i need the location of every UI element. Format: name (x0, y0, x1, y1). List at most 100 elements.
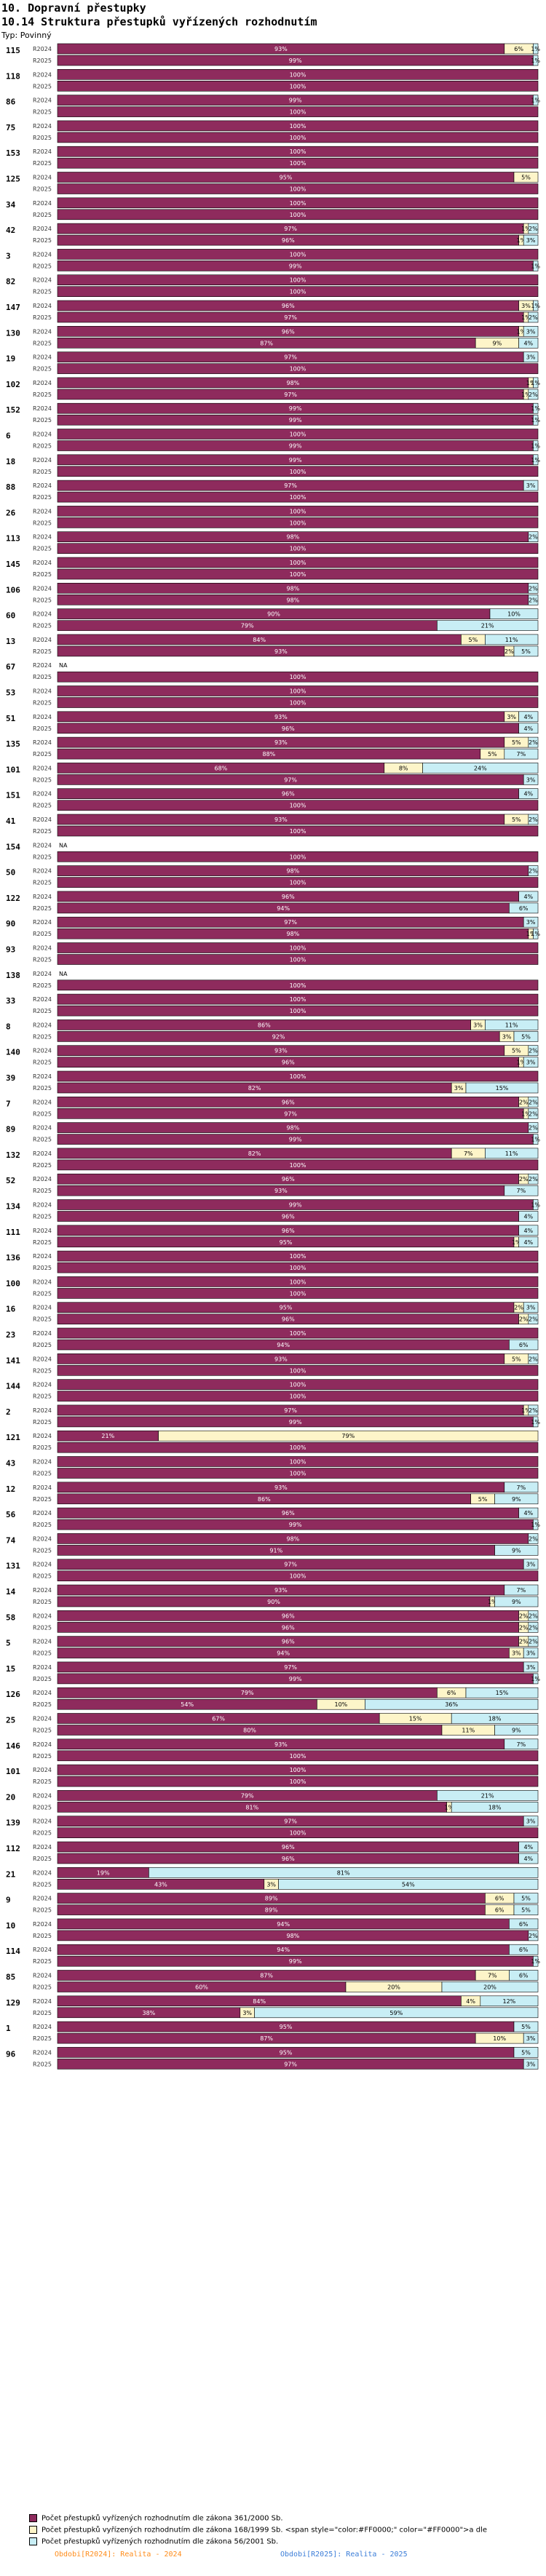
bar-segment (528, 1097, 539, 1108)
data-label: 1% (531, 1958, 540, 1965)
row-label: R2025 (33, 186, 52, 193)
data-label: 1% (531, 380, 540, 386)
data-label: 3% (526, 1060, 536, 1066)
data-label: 96% (282, 1613, 295, 1619)
data-label: 67% (212, 1716, 225, 1722)
data-label: 100% (290, 945, 306, 952)
data-label: 3% (526, 1650, 536, 1657)
data-label: 1% (521, 1110, 531, 1117)
bar-segment (57, 1070, 539, 1082)
row-label: R2024 (33, 534, 52, 541)
data-label: 1% (531, 931, 540, 937)
bar-segment (528, 223, 539, 234)
bar-segment (485, 1019, 539, 1030)
row-label: R2024 (33, 739, 52, 746)
bar-segment (57, 120, 539, 132)
data-label: 20% (483, 1984, 496, 1991)
data-label: 99% (289, 57, 302, 64)
bar-segment (57, 286, 539, 298)
row-label: R2025 (33, 237, 52, 244)
data-label: 9% (512, 1547, 521, 1554)
data-label: 6% (519, 1342, 529, 1348)
group-label: 9 (6, 1896, 11, 1905)
data-label: 96% (282, 1099, 295, 1105)
na-label: NA (59, 971, 68, 977)
group-label: 51 (6, 714, 16, 723)
bar-segment (57, 1262, 539, 1273)
data-label: 80% (243, 1728, 256, 1734)
data-label: 100% (290, 1279, 306, 1285)
bar-segment (523, 2059, 539, 2070)
data-label: 1% (531, 1419, 540, 1426)
group-label: 106 (6, 585, 20, 595)
group-label: 126 (6, 1690, 20, 1699)
row-label: R2024 (33, 1716, 52, 1722)
bar-segment (57, 954, 539, 965)
data-label: 9% (512, 1728, 521, 1734)
bar-segment (533, 300, 539, 311)
bar-segment (523, 916, 539, 928)
legend-item-168: Počet přestupků vyřízených rozhodnutím d… (29, 2526, 542, 2535)
chart-title: 10.14 Struktura přestupků vyřízených roz… (1, 15, 317, 28)
bar-segment (513, 645, 539, 657)
bar-segment (451, 1802, 539, 1813)
data-label: 100% (290, 83, 306, 90)
data-label: 90% (267, 1599, 280, 1605)
row-label: R2025 (33, 160, 52, 167)
data-label: 3% (526, 1818, 536, 1825)
filter-label: Typ: Povinný (1, 31, 52, 40)
data-label: 96% (282, 1214, 295, 1220)
bar-segment (465, 1687, 539, 1698)
group-label: 134 (6, 1202, 20, 1212)
bar-segment (518, 1211, 539, 1222)
data-label: 20% (387, 1984, 400, 1991)
group-label: 136 (6, 1253, 20, 1263)
row-label: R2024 (33, 46, 52, 52)
row-label: R2025 (33, 494, 52, 501)
data-label: 1% (517, 1060, 526, 1066)
row-label: R2024 (33, 1176, 52, 1182)
data-label: 100% (290, 1073, 306, 1080)
row-label: R2025 (33, 1881, 52, 1888)
data-label: 95% (280, 2049, 293, 2056)
data-label: 98% (287, 1535, 300, 1542)
data-label: 96% (282, 303, 295, 309)
row-label: R2025 (33, 1830, 52, 1837)
data-label: 5% (512, 1356, 521, 1362)
row-label: R2024 (33, 1998, 52, 2005)
row-label: R2025 (33, 854, 52, 860)
row-label: R2024 (33, 560, 52, 566)
bar-segment (149, 1867, 539, 1878)
row-label: R2024 (33, 1639, 52, 1645)
data-label: 100% (290, 212, 306, 218)
bar-segment (513, 1893, 539, 1904)
data-label: 5% (521, 2024, 531, 2030)
row-label: R2025 (33, 776, 52, 783)
data-label: 99% (289, 1522, 302, 1528)
group-label: 114 (6, 1947, 20, 1956)
row-label: R2024 (33, 2024, 52, 2030)
bar-segment (57, 183, 539, 194)
row-label: R2025 (33, 905, 52, 912)
row-label: R2024 (33, 1356, 52, 1362)
bar-segment (57, 1250, 539, 1262)
row-label: R2024 (33, 1818, 52, 1825)
data-label: 100% (290, 996, 306, 1003)
data-label: 3% (454, 1085, 464, 1092)
row-label: R2024 (33, 303, 52, 309)
row-label: R2025 (33, 2061, 52, 2067)
data-label: 60% (195, 1984, 208, 1991)
row-label: R2025 (33, 1419, 52, 1426)
row-label: R2024 (33, 1279, 52, 1285)
data-label: 2% (529, 1407, 538, 1414)
bar-segment (57, 1327, 539, 1339)
row-label: R2025 (33, 1728, 52, 1734)
data-label: 100% (290, 1471, 306, 1477)
group-label: 15 (6, 1664, 15, 1674)
bar-segment (57, 517, 539, 528)
bar-segment (57, 1391, 539, 1402)
bar-segment (57, 685, 539, 696)
data-label: 100% (290, 200, 306, 207)
row-label: R2024 (33, 1202, 52, 1209)
data-label: 100% (290, 469, 306, 475)
